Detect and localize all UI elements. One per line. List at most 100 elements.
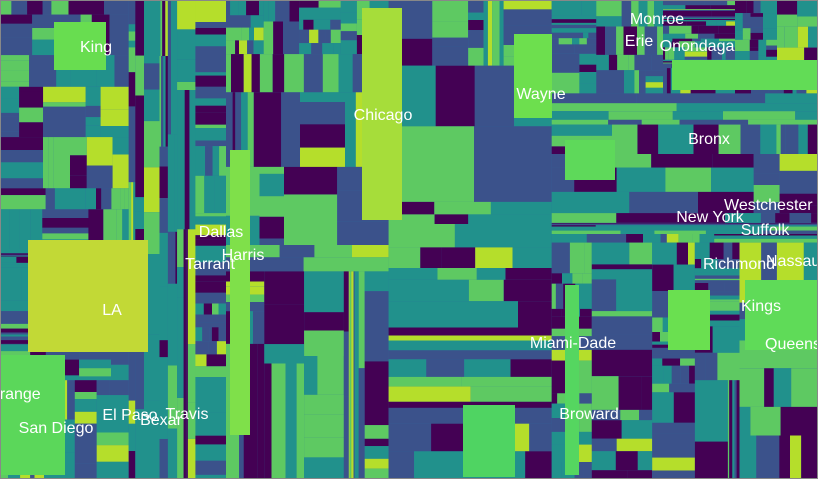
treemap-cell bbox=[432, 47, 468, 66]
treemap-cell bbox=[761, 0, 777, 13]
treemap-cell bbox=[469, 280, 504, 301]
treemap-cell bbox=[195, 461, 226, 475]
treemap-cell bbox=[614, 154, 651, 168]
treemap-cell bbox=[185, 90, 190, 229]
treemap-cell bbox=[432, 22, 468, 38]
treemap-cell bbox=[111, 357, 129, 365]
treemap-cell bbox=[195, 281, 226, 293]
treemap-cell bbox=[758, 40, 766, 56]
treemap-cell bbox=[679, 234, 693, 243]
treemap-cell bbox=[101, 126, 129, 137]
treemap-cell bbox=[504, 280, 552, 301]
treemap-cell bbox=[323, 54, 339, 92]
treemap-cell bbox=[750, 51, 759, 61]
treemap-cell bbox=[135, 0, 144, 56]
treemap-cell bbox=[219, 327, 227, 341]
treemap-cell bbox=[317, 356, 332, 395]
treemap-cell bbox=[284, 0, 290, 22]
treemap-cell bbox=[434, 202, 491, 215]
treemap-cell bbox=[195, 128, 226, 141]
treemap-cell bbox=[616, 451, 638, 470]
treemap-cell bbox=[726, 21, 735, 25]
treemap-cell bbox=[11, 0, 27, 15]
treemap-cell bbox=[42, 218, 88, 228]
treemap-cell bbox=[636, 93, 765, 103]
treemap-cell bbox=[471, 387, 552, 402]
treemap-cell bbox=[160, 439, 168, 479]
treemap-cell bbox=[677, 243, 688, 265]
treemap-cell bbox=[260, 239, 285, 245]
treemap-cell bbox=[695, 280, 740, 283]
treemap-cell bbox=[751, 13, 764, 17]
treemap-cell bbox=[596, 55, 609, 70]
treemap-cell bbox=[212, 327, 219, 341]
treemap-cell bbox=[592, 311, 652, 316]
treemap-cell bbox=[579, 393, 591, 403]
treemap-cell bbox=[552, 309, 561, 317]
treemap-cell bbox=[352, 245, 389, 257]
treemap-cell bbox=[781, 125, 786, 154]
treemap-cell bbox=[214, 176, 226, 213]
treemap-cell bbox=[620, 410, 639, 420]
treemap-cell bbox=[97, 462, 129, 479]
treemap-cell bbox=[552, 15, 597, 19]
treemap-cell bbox=[207, 354, 227, 366]
treemap-cell bbox=[339, 54, 353, 92]
treemap-cell bbox=[264, 0, 269, 22]
treemap-cell bbox=[751, 33, 764, 40]
treemap-cell bbox=[0, 0, 11, 15]
treemap-cell bbox=[592, 264, 652, 269]
treemap-cell bbox=[160, 147, 168, 167]
treemap-cell bbox=[708, 283, 725, 291]
treemap-cell bbox=[795, 111, 818, 120]
treemap-cell bbox=[646, 88, 663, 94]
treemap-cell bbox=[354, 271, 355, 479]
treemap-cell bbox=[764, 368, 774, 407]
treemap-major-cell bbox=[463, 405, 515, 477]
treemap-cell bbox=[260, 217, 285, 239]
treemap-cell bbox=[129, 451, 136, 479]
treemap-cell bbox=[389, 224, 455, 247]
treemap-cell bbox=[195, 176, 204, 213]
treemap-cell bbox=[462, 377, 552, 387]
treemap-cell bbox=[297, 364, 305, 480]
treemap-cell bbox=[165, 0, 168, 56]
treemap-cell bbox=[608, 451, 616, 470]
treemap-cell bbox=[0, 195, 46, 209]
treemap-cell bbox=[780, 171, 818, 194]
treemap-cell bbox=[129, 0, 136, 24]
treemap-cell bbox=[63, 137, 70, 188]
treemap-cell bbox=[304, 437, 344, 457]
treemap-cell bbox=[168, 284, 172, 366]
treemap-cell bbox=[695, 279, 740, 281]
treemap-cell bbox=[273, 54, 285, 92]
treemap-major-cell bbox=[514, 34, 552, 118]
treemap-cell bbox=[468, 13, 483, 21]
treemap-cell bbox=[777, 0, 797, 15]
treemap-cell bbox=[195, 341, 208, 354]
treemap-cell bbox=[195, 28, 226, 35]
treemap-cell bbox=[518, 301, 552, 327]
treemap-cell bbox=[780, 154, 818, 171]
treemap-cell bbox=[737, 380, 740, 479]
treemap-cell bbox=[195, 327, 202, 341]
treemap-cell bbox=[195, 0, 226, 22]
treemap-cell bbox=[747, 0, 754, 13]
treemap-cell bbox=[552, 120, 609, 125]
treemap-cell bbox=[304, 312, 344, 330]
treemap-cell bbox=[273, 22, 283, 55]
treemap-cell bbox=[616, 279, 652, 311]
label-tarrant: Tarrant bbox=[185, 256, 235, 273]
treemap-cell bbox=[29, 55, 56, 87]
treemap-cell bbox=[0, 24, 32, 38]
treemap-cell bbox=[0, 178, 43, 188]
treemap-cell bbox=[552, 432, 566, 445]
treemap-cell bbox=[252, 54, 260, 92]
treemap-cell bbox=[689, 366, 695, 384]
treemap-cell bbox=[552, 54, 580, 73]
treemap-cell bbox=[790, 213, 812, 223]
treemap-cell bbox=[711, 11, 735, 17]
treemap-cell bbox=[663, 366, 672, 384]
treemap-cell bbox=[652, 366, 663, 384]
